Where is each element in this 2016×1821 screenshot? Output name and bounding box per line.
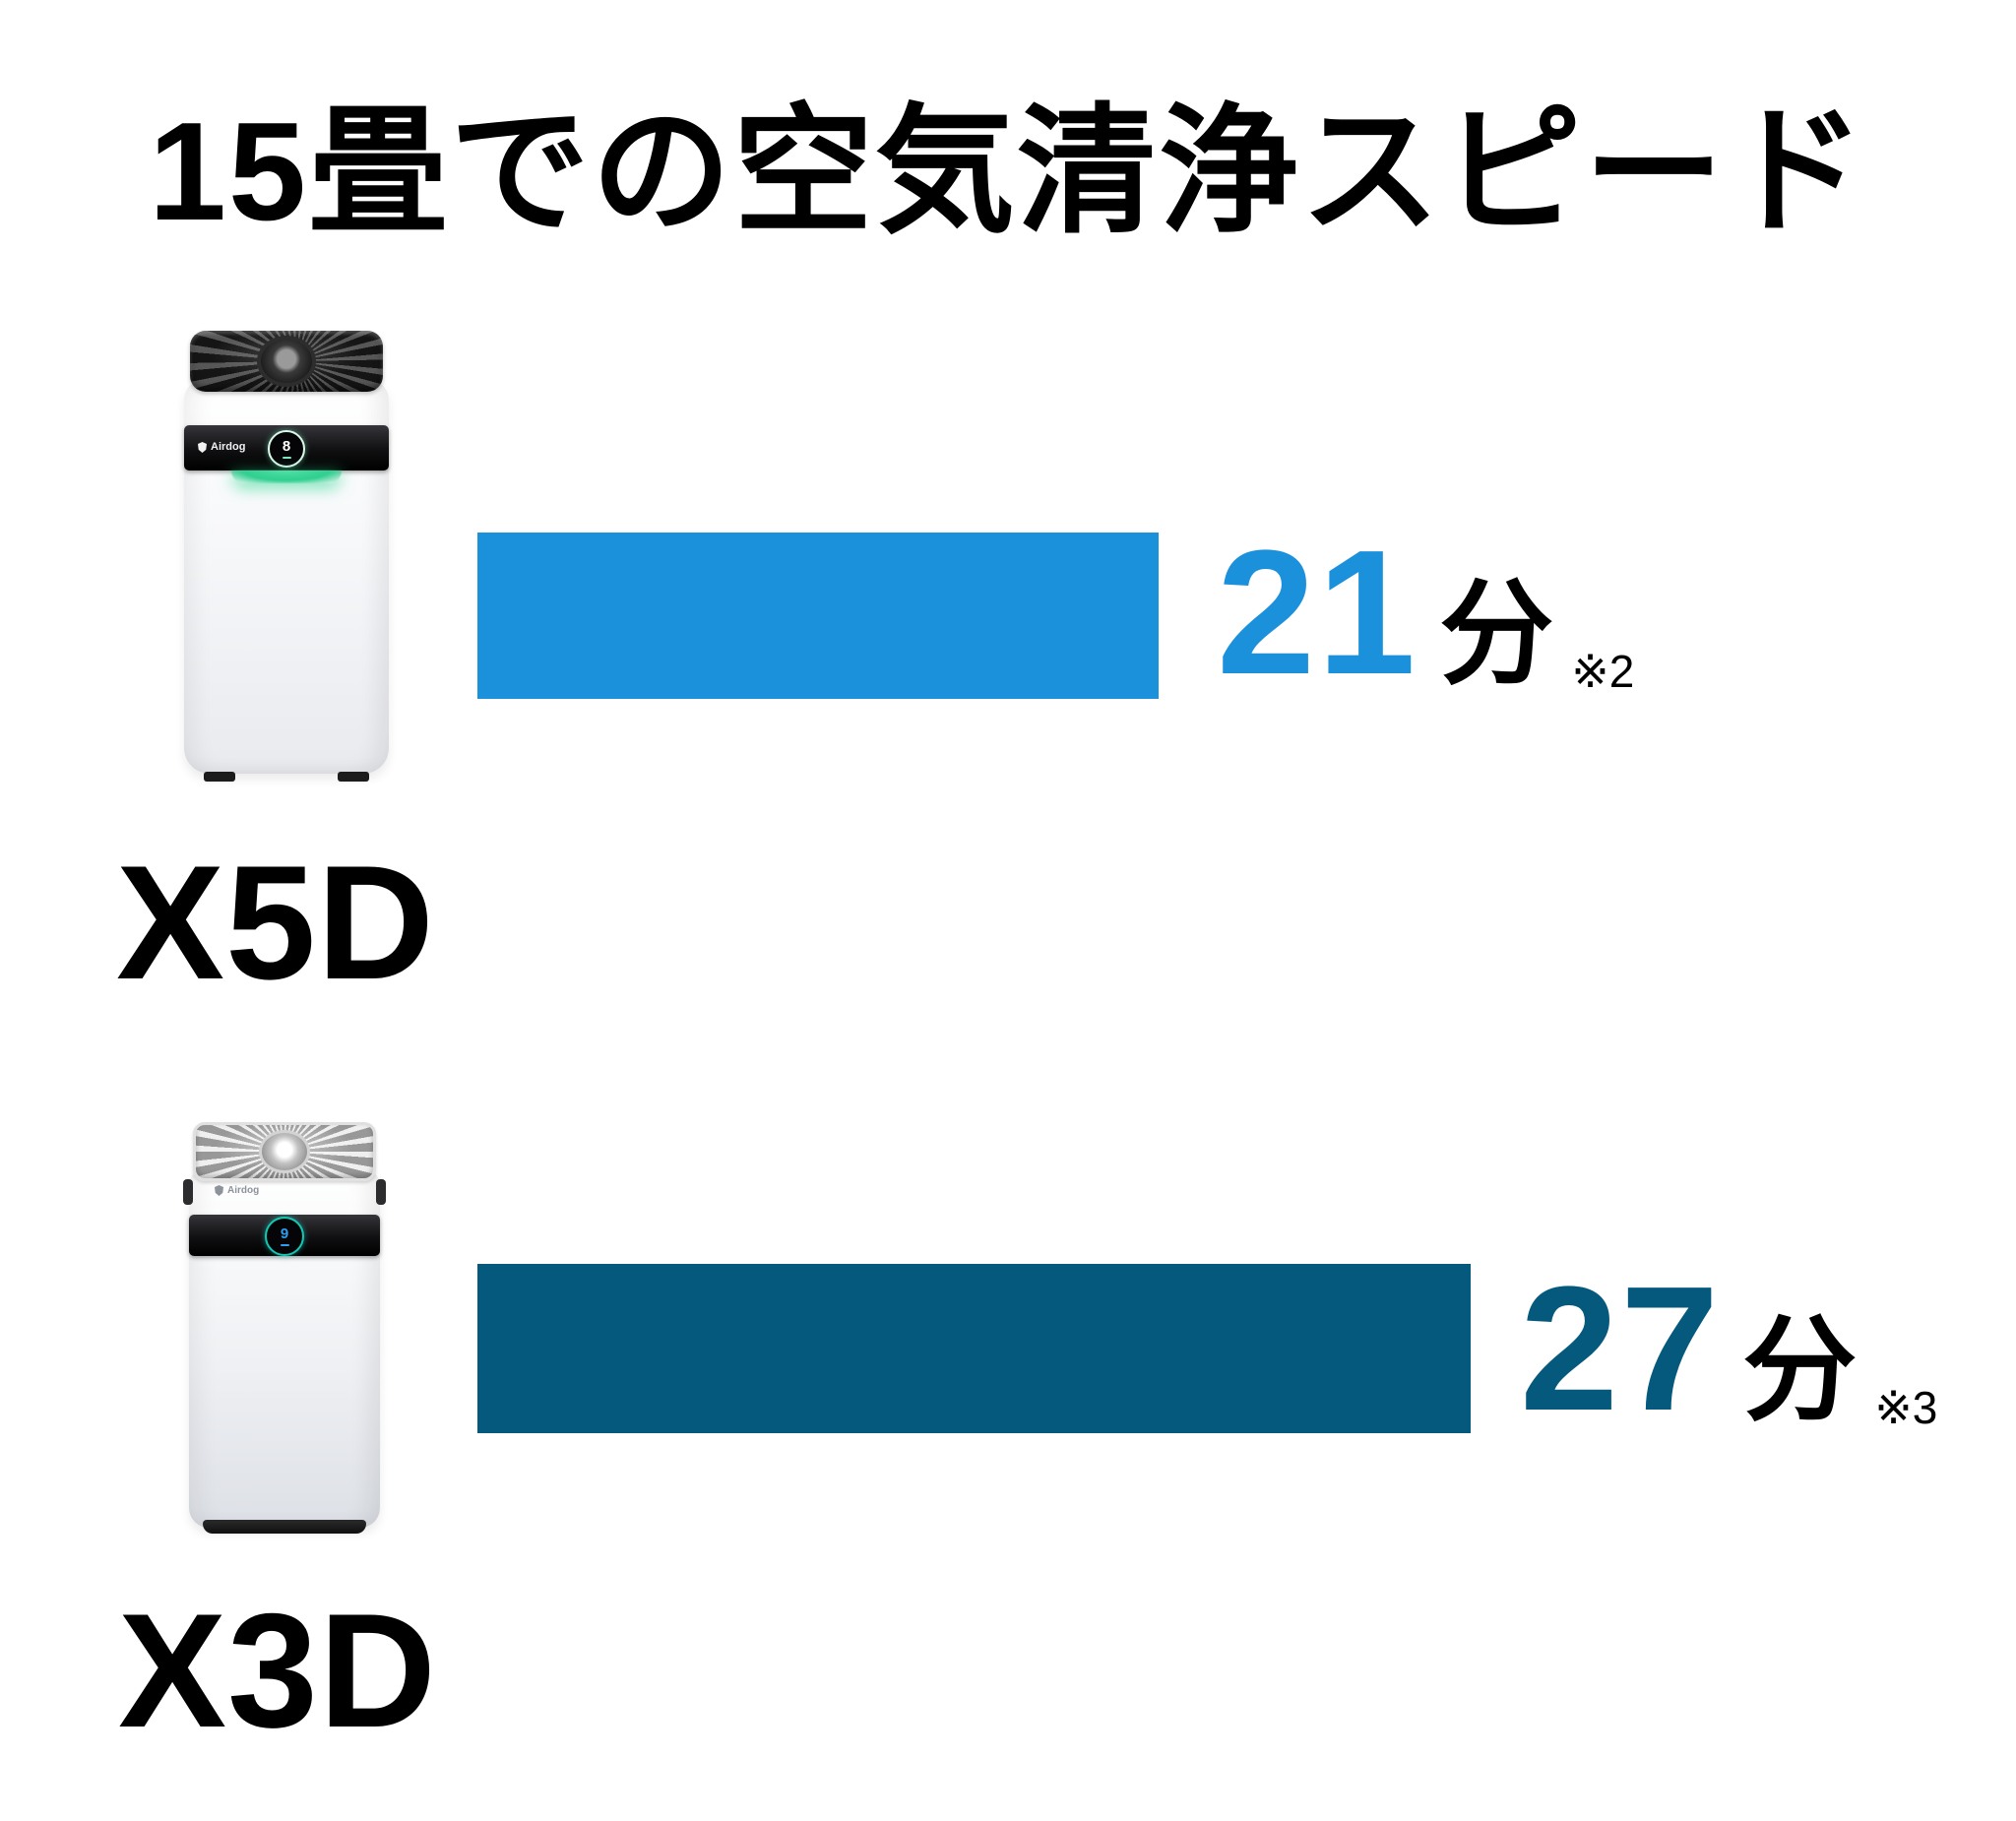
chart-title: 15畳での空気清浄スピード: [149, 94, 1867, 250]
value-footnote: ※2: [1571, 646, 1635, 697]
value-unit: 分: [1439, 570, 1554, 698]
status-digit: 9: [280, 1225, 289, 1242]
value-number: 21: [1217, 514, 1418, 712]
value-number: 27: [1520, 1250, 1722, 1448]
display-dash-icon: [280, 1244, 289, 1246]
side-handle: [376, 1179, 386, 1205]
air-purifier-x5d-image: Airdog 8: [182, 331, 391, 782]
purifier-foot: [204, 772, 235, 782]
purifier-base: [203, 1520, 366, 1534]
air-purifier-x3d-image: Airdog 9: [183, 1122, 386, 1534]
value-label-x5d: 21 分 ※2: [1217, 525, 1634, 702]
airdog-logo: Airdog: [215, 1185, 259, 1196]
fan-grille-icon: [190, 331, 383, 392]
airdog-shield-icon: [198, 442, 207, 453]
fan-grille-icon: [193, 1122, 376, 1181]
value-unit: 分: [1742, 1306, 1858, 1434]
model-label-x3d: X3D: [118, 1580, 437, 1761]
model-label-x5d: X5D: [116, 832, 435, 1013]
green-indicator-light: [231, 471, 342, 483]
bar-x3d: [477, 1264, 1471, 1433]
airdog-logo: Airdog: [198, 442, 245, 453]
airdog-logo-text: Airdog: [211, 441, 246, 453]
purifier-foot: [338, 772, 369, 782]
status-digit: 8: [282, 438, 291, 455]
status-display: 8: [268, 430, 305, 468]
airdog-shield-icon: [215, 1185, 223, 1196]
bar-x5d: [477, 533, 1159, 699]
airdog-logo-text: Airdog: [227, 1184, 260, 1196]
value-label-x3d: 27 分 ※3: [1520, 1261, 1937, 1438]
status-display: 9: [265, 1217, 304, 1256]
side-handle: [183, 1179, 193, 1205]
display-dash-icon: [282, 457, 291, 459]
value-footnote: ※3: [1874, 1382, 1938, 1433]
